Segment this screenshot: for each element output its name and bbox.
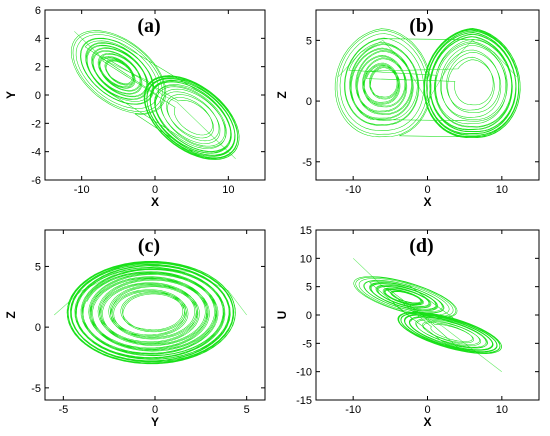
y-axis-label: U (275, 311, 289, 320)
y-axis-label: Y (4, 91, 18, 99)
x-axis-label: X (423, 415, 431, 429)
trajectory-line (334, 28, 521, 138)
y-tick-label: -6 (31, 175, 41, 187)
panel-a: -10 0 10 -6 -4 -2 0 2 4 6 X Y (a) (4, 5, 266, 209)
x-tick-label: 10 (496, 404, 508, 416)
y-tick-label: -10 (296, 367, 312, 379)
series-line-0 (74, 31, 236, 160)
y-tick-label: 0 (306, 96, 312, 108)
trajectory-line (70, 30, 240, 160)
panel-label: (d) (409, 235, 433, 257)
y-tick-label: 5 (306, 35, 312, 47)
x-tick-label: -5 (58, 404, 68, 416)
y-tick-label: -2 (31, 118, 41, 130)
y-tick-label: -5 (302, 157, 312, 169)
series-line-0 (352, 258, 502, 372)
x-tick-label: 0 (152, 184, 158, 196)
x-axis-label: Y (151, 415, 159, 429)
y-tick-label: 15 (300, 225, 312, 237)
panel-b: -10 0 10 -5 0 5 X Z (b) (275, 9, 540, 209)
x-tick-label: 0 (152, 404, 158, 416)
x-tick-label: 0 (424, 404, 430, 416)
trajectory-line (353, 276, 502, 354)
y-tick-label: 4 (35, 33, 41, 45)
y-tick-label: -15 (296, 395, 312, 407)
trajectory-line (66, 261, 236, 365)
x-tick-label: 10 (496, 184, 508, 196)
y-axis-label: Z (4, 311, 18, 318)
x-tick-label: -10 (345, 404, 361, 416)
x-tick-label: -10 (74, 184, 90, 196)
series-line-0 (54, 266, 247, 316)
panel-label: (b) (409, 15, 433, 37)
panel-d: -10 0 10 -15 -10 -5 0 5 10 15 X U (d) (275, 225, 540, 429)
y-tick-label: 10 (300, 253, 312, 265)
y-tick-label: 2 (35, 62, 41, 74)
y-tick-label: -5 (302, 338, 312, 350)
x-tick-label: -10 (345, 184, 361, 196)
x-tick-label: 5 (244, 404, 250, 416)
panel-label: (c) (138, 235, 160, 257)
y-tick-label: 0 (306, 310, 312, 322)
x-axis-label: X (423, 195, 431, 209)
x-tick-label: 0 (424, 184, 430, 196)
y-tick-label: 5 (306, 282, 312, 294)
y-tick-label: 6 (35, 5, 41, 17)
series-line-0 (338, 40, 517, 102)
panel-c: -5 0 5 -5 0 5 Y Z (c) (4, 229, 266, 429)
y-tick-label: -4 (31, 147, 41, 159)
y-axis-label: Z (275, 91, 289, 98)
x-tick-label: 10 (222, 184, 234, 196)
y-tick-label: 5 (35, 261, 41, 273)
y-tick-label: 0 (35, 322, 41, 334)
y-tick-label: 0 (35, 90, 41, 102)
y-tick-label: -5 (31, 383, 41, 395)
panel-label: (a) (137, 15, 160, 37)
x-axis-label: X (151, 195, 159, 209)
